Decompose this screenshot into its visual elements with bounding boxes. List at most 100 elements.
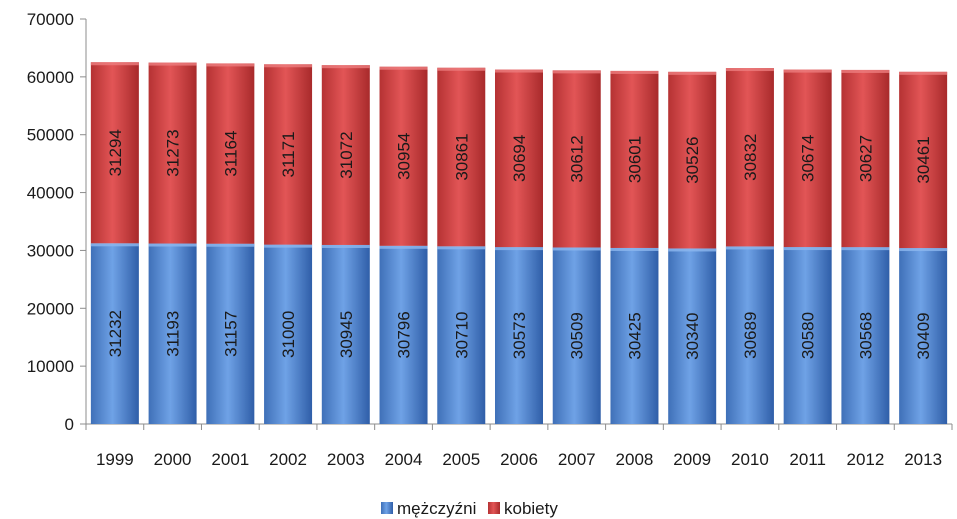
data-label-men: 30710 xyxy=(452,312,471,359)
bar-segment-men xyxy=(725,246,774,424)
bar-segment-highlight xyxy=(899,71,948,75)
data-label-women: 31294 xyxy=(106,129,125,176)
x-tick-label: 2006 xyxy=(500,450,538,469)
x-tick-label: 2000 xyxy=(154,450,192,469)
bar-segment-highlight xyxy=(90,62,139,66)
bar-segment-men xyxy=(610,247,659,424)
bar-segment-men xyxy=(841,247,890,424)
bar-segment-highlight xyxy=(264,64,313,68)
data-label-women: 30674 xyxy=(799,135,818,182)
bar-segment-men xyxy=(437,246,486,424)
bar-segment-women xyxy=(437,67,486,247)
bar-segment-highlight xyxy=(610,247,659,251)
data-label-men: 31232 xyxy=(106,310,125,357)
y-tick-label: 10000 xyxy=(27,357,74,376)
bar-segment-highlight xyxy=(841,247,890,251)
data-label-men: 30580 xyxy=(799,312,818,359)
bar-segment-women xyxy=(552,70,601,248)
y-tick-label: 40000 xyxy=(27,184,74,203)
x-tick-label: 2002 xyxy=(269,450,307,469)
y-tick-label: 60000 xyxy=(27,68,74,87)
data-label-men: 30409 xyxy=(914,312,933,359)
data-label-women: 31164 xyxy=(221,131,240,177)
x-tick-label: 2007 xyxy=(558,450,596,469)
bar-segment-men xyxy=(552,247,601,424)
bar-segment-highlight xyxy=(379,66,428,70)
bar-segment-highlight xyxy=(437,67,486,71)
data-label-women: 31072 xyxy=(337,131,356,178)
bar-segment-highlight xyxy=(841,69,890,73)
bar-segment-highlight xyxy=(437,246,486,250)
x-tick-label: 2009 xyxy=(673,450,711,469)
x-tick-label: 1999 xyxy=(96,450,134,469)
data-label-women: 31171 xyxy=(279,131,298,177)
legend-label-men: mężczyźni xyxy=(397,499,476,518)
data-label-women: 30694 xyxy=(510,135,529,182)
x-tick-label: 2001 xyxy=(211,450,249,469)
bar-segment-men xyxy=(90,243,139,424)
bar-segment-men xyxy=(495,247,543,424)
data-labels: 31232 31294 31193 31273 31157 31164 31000 31171… xyxy=(106,129,933,360)
bar-segment-men xyxy=(148,243,197,424)
bar-segment-highlight xyxy=(379,245,428,249)
bar-segment-women xyxy=(725,68,774,247)
bar-segment-highlight xyxy=(90,243,139,247)
bar-segment-highlight xyxy=(783,69,832,73)
bar-segment-men xyxy=(783,247,832,424)
bar-segment-women xyxy=(668,71,717,249)
data-label-women: 30861 xyxy=(452,133,471,180)
x-tick-label: 2012 xyxy=(846,450,884,469)
data-label-men: 31193 xyxy=(164,311,183,357)
bar-segment-highlight xyxy=(321,65,370,69)
data-label-women: 30954 xyxy=(395,133,414,180)
data-label-men: 30573 xyxy=(510,312,529,359)
bar-segment-women xyxy=(783,69,832,248)
data-label-women: 30601 xyxy=(625,136,644,183)
data-label-women: 31273 xyxy=(164,129,183,176)
bar-segment-highlight xyxy=(610,70,659,74)
legend-label-women: kobiety xyxy=(504,499,558,518)
data-label-men: 30796 xyxy=(395,311,414,358)
data-label-men: 31000 xyxy=(279,311,298,358)
data-label-men: 31157 xyxy=(221,311,240,357)
bar-segment-highlight xyxy=(668,248,717,252)
bar-segment-women xyxy=(495,69,543,248)
data-label-women: 30461 xyxy=(914,136,933,183)
data-label-men: 30340 xyxy=(683,313,702,360)
bar-segment-highlight xyxy=(264,244,313,248)
data-label-women: 30627 xyxy=(856,135,875,182)
x-tick-label: 2008 xyxy=(616,450,654,469)
bar-segment-men xyxy=(206,243,255,424)
bar-segment-women xyxy=(899,71,948,249)
data-label-men: 30509 xyxy=(568,312,587,359)
y-tick-label: 50000 xyxy=(27,126,74,145)
bar-segment-highlight xyxy=(495,247,543,251)
x-tick-label: 2010 xyxy=(731,450,769,469)
x-tick-label: 2013 xyxy=(904,450,942,469)
x-tick-label: 2011 xyxy=(789,450,826,469)
bar-segment-highlight xyxy=(148,62,197,66)
bar-segment-highlight xyxy=(552,70,601,74)
bar-segment-women xyxy=(264,64,313,245)
bar-segment-highlight xyxy=(552,247,601,251)
x-tick-label: 2003 xyxy=(327,450,365,469)
y-tick-label: 70000 xyxy=(27,10,74,29)
bar-segment-highlight xyxy=(495,69,543,73)
bar-segment-highlight xyxy=(725,68,774,72)
bar-segment-women xyxy=(90,62,139,244)
bar-segment-women xyxy=(841,69,890,248)
data-label-women: 30612 xyxy=(568,135,587,182)
bar-segment-highlight xyxy=(321,244,370,248)
bar-segment-women xyxy=(206,63,255,244)
x-tick-label: 2004 xyxy=(385,450,423,469)
data-label-men: 30689 xyxy=(741,312,760,359)
data-label-women: 30832 xyxy=(741,134,760,181)
bar-segment-highlight xyxy=(148,243,197,247)
bar-segment-men xyxy=(321,244,370,424)
bar-segment-highlight xyxy=(899,248,948,252)
bar-segment-men xyxy=(379,245,428,424)
bar-segment-highlight xyxy=(206,243,255,247)
bar-segment-women xyxy=(379,66,428,246)
y-tick-label: 0 xyxy=(65,415,74,434)
